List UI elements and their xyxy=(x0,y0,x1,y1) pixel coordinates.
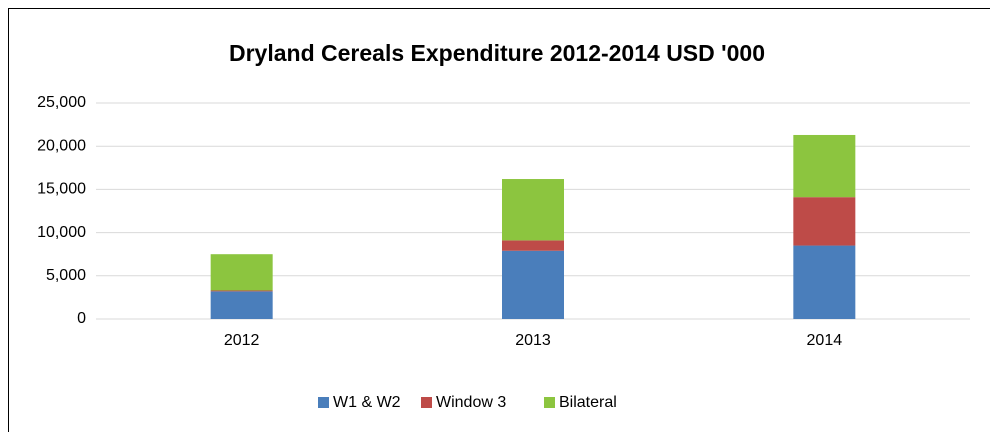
bar-segment xyxy=(210,290,273,292)
y-tick-label: 20,000 xyxy=(37,137,86,154)
legend-swatch xyxy=(318,397,329,408)
bar-segment xyxy=(210,254,273,291)
bar-segment xyxy=(502,240,564,251)
y-tick-label: 10,000 xyxy=(37,224,86,241)
y-tick-label: 5,000 xyxy=(46,267,86,284)
bar-segment xyxy=(502,250,564,319)
x-tick-label: 2014 xyxy=(807,332,843,349)
y-tick-label: 0 xyxy=(77,310,86,327)
legend-label: Bilateral xyxy=(559,394,617,411)
bar-segment xyxy=(502,179,564,241)
legend-label: W1 & W2 xyxy=(333,394,401,411)
legend-swatch xyxy=(421,397,432,408)
legend-swatch xyxy=(544,397,555,408)
chart-title: Dryland Cereals Expenditure 2012-2014 US… xyxy=(229,40,765,66)
bar-segment xyxy=(793,197,856,246)
y-tick-label: 15,000 xyxy=(37,181,86,198)
y-tick-label: 25,000 xyxy=(37,94,86,111)
x-tick-label: 2013 xyxy=(515,332,551,349)
bar-segment xyxy=(793,134,856,198)
bar-segment xyxy=(793,245,856,319)
x-tick-label: 2012 xyxy=(224,332,260,349)
bar-segment xyxy=(210,291,273,319)
legend-label: Window 3 xyxy=(436,394,506,411)
